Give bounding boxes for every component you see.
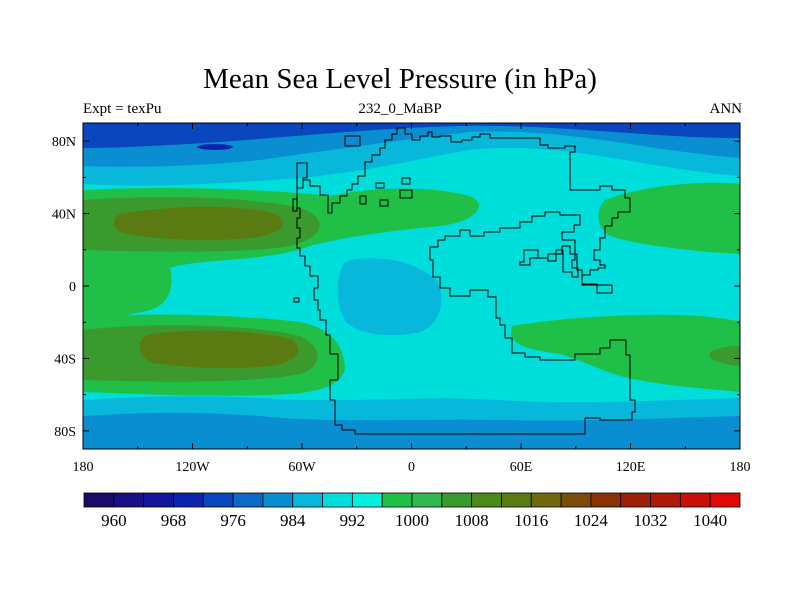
longitude-label: 180 (73, 460, 94, 475)
colorbar-box (709, 492, 741, 508)
colorbar-box (351, 492, 383, 508)
latitude-labels: 80N 40N 0 40S 80S (52, 135, 76, 440)
colorbar-label: 976 (220, 511, 246, 530)
colorbar-label: 992 (340, 511, 366, 530)
pressure-region-sh-dark (139, 330, 299, 369)
colorbar-box (143, 492, 174, 508)
period-label: 232_0_MaBP (358, 101, 442, 117)
colorbar-label: 1016 (514, 511, 548, 530)
latitude-label: 80S (54, 425, 76, 440)
colorbar-box (441, 492, 473, 508)
colorbar-box (381, 492, 413, 508)
colorbar-box (411, 492, 443, 508)
latitude-label: 80N (52, 135, 76, 150)
colorbar-box (650, 492, 681, 508)
colorbar-box (232, 492, 264, 508)
colorbar-label: 984 (280, 511, 306, 530)
pressure-region-s-band2 (83, 412, 740, 449)
colorbar-box (113, 492, 145, 508)
colorbar-labels: 960 968 976 984 992 1000 1008 1016 1024 1032 1040 (101, 511, 727, 530)
latitude-label: 40S (54, 352, 76, 367)
colorbar-box (620, 492, 651, 508)
pressure-region-n-band3 (83, 123, 740, 148)
colorbar-label: 960 (101, 511, 127, 530)
colorbar-box (560, 492, 592, 508)
longitude-label: 0 (408, 460, 415, 475)
axis-ticks (82, 123, 741, 449)
continent-outlines (292, 127, 636, 435)
colorbar-box (471, 492, 502, 508)
colorbar-box (679, 492, 711, 508)
colorbar-label: 1000 (395, 511, 429, 530)
colorbar-box (322, 492, 353, 508)
pressure-field (83, 123, 740, 449)
pressure-region-c-low (337, 258, 442, 336)
latitude-label: 0 (69, 280, 76, 295)
colorbar-box (590, 492, 622, 508)
colorbar-box (530, 492, 562, 508)
longitude-label: 60W (288, 460, 316, 475)
longitude-label: 180 (730, 460, 751, 475)
colorbar-box (501, 492, 532, 508)
colorbar-box (173, 492, 204, 508)
colorbar-box (292, 492, 323, 508)
pressure-region-e-green-s (510, 314, 740, 392)
pressure-region-n-core (197, 144, 233, 150)
longitude-label: 120W (175, 460, 210, 475)
latitude-label: 40N (52, 208, 76, 223)
map-title: Mean Sea Level Pressure (in hPa) (203, 63, 597, 95)
colorbar-label: 1040 (693, 511, 727, 530)
longitude-label: 60E (510, 460, 533, 475)
colorbar (83, 492, 741, 508)
colorbar-box (262, 492, 294, 508)
colorbar-box (83, 492, 115, 508)
colorbar-label: 1032 (634, 511, 668, 530)
experiment-label: Expt = texPu (83, 101, 162, 117)
pressure-region-e-green-n (598, 182, 740, 254)
pressure-region-nh-dark (114, 206, 283, 240)
colorbar-label: 968 (161, 511, 187, 530)
longitude-label: 120E (616, 460, 646, 475)
colorbar-label: 1024 (574, 511, 609, 530)
pressure-region-e-olive-s (710, 346, 740, 366)
colorbar-box (202, 492, 234, 508)
season-label: ANN (709, 101, 743, 117)
colorbar-label: 1008 (455, 511, 489, 530)
longitude-labels: 180 120W 60W 0 60E 120E 180 (73, 460, 751, 475)
